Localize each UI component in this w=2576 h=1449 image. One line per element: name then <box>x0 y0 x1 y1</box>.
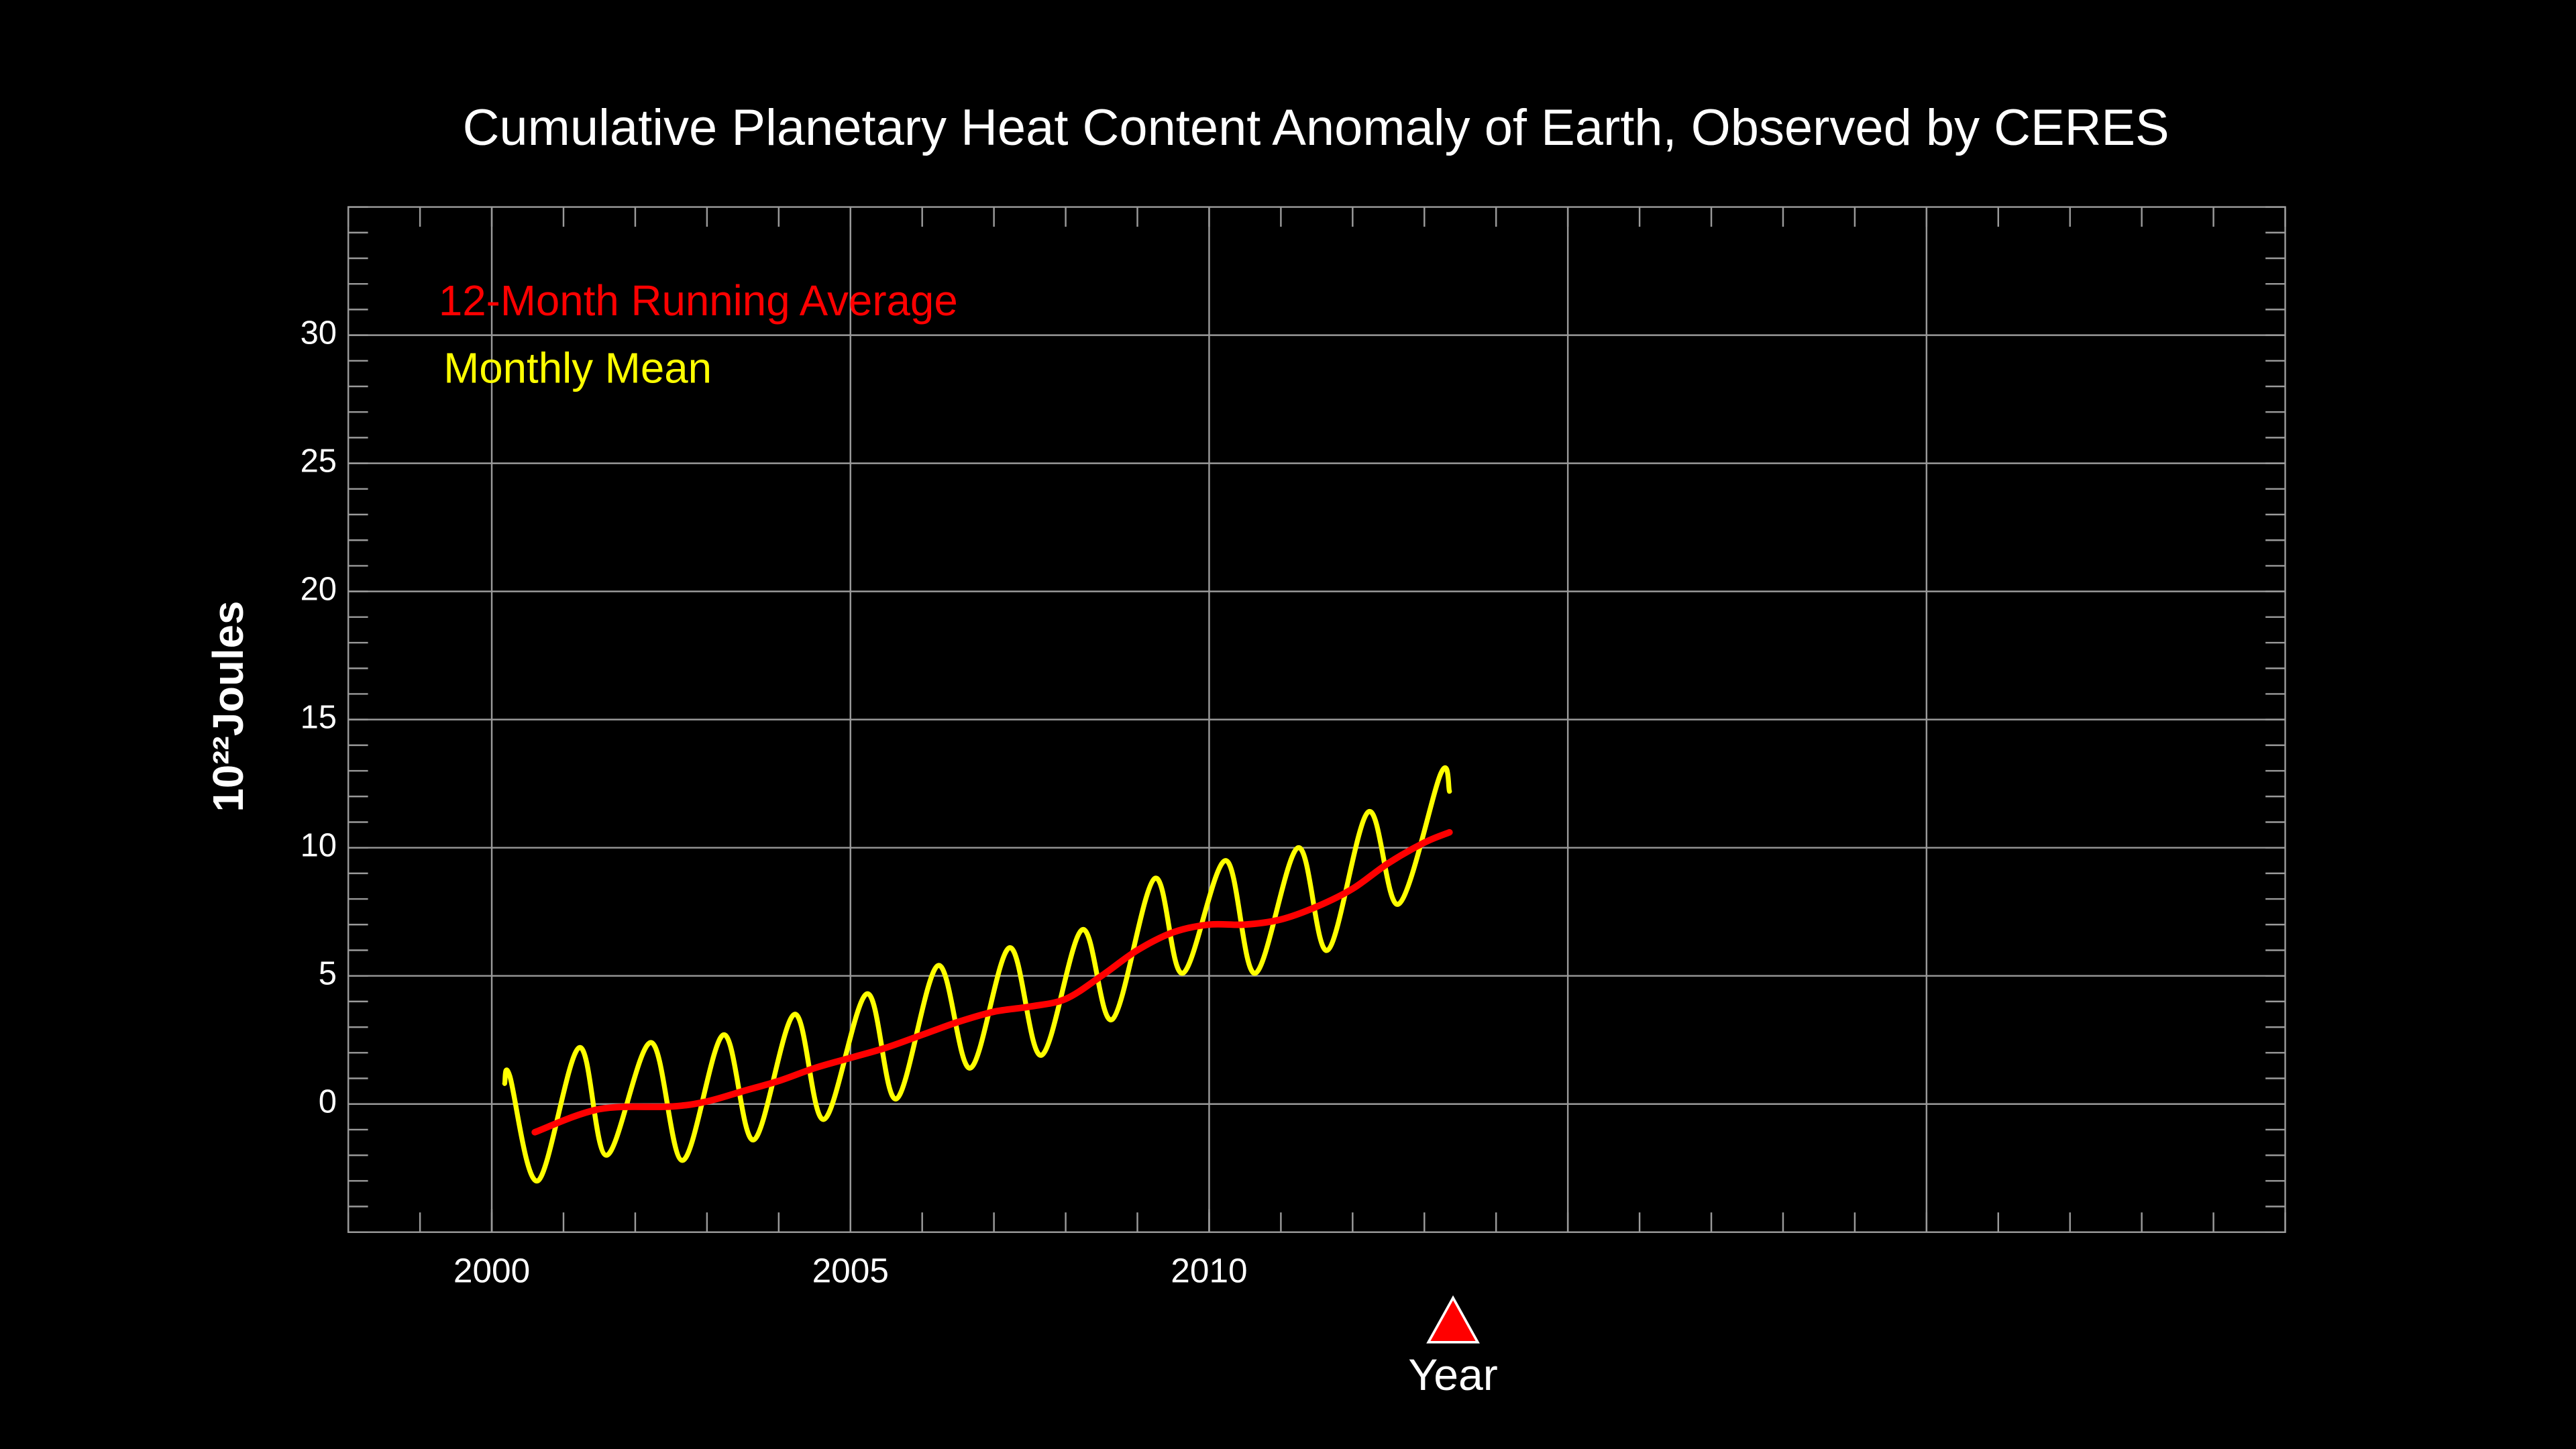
x-tick-label: 2000 <box>453 1251 530 1290</box>
legend-label: Monthly Mean <box>443 344 712 392</box>
y-axis-label: 10²²Joules <box>205 601 252 812</box>
y-tick-label: 5 <box>319 956 337 992</box>
line <box>531 828 1453 1136</box>
chart-title: Cumulative Planetary Heat Content Anomal… <box>463 99 2169 156</box>
y-tick-label: 10 <box>301 828 337 864</box>
y-tick-label: 20 <box>301 572 337 608</box>
legend-label: 12-Month Running Average <box>439 277 958 325</box>
time-marker <box>1426 1295 1480 1344</box>
y-tick-label: 25 <box>301 443 337 480</box>
x-tick-label: 2005 <box>812 1251 889 1290</box>
line <box>502 765 1452 1183</box>
plot-frame <box>347 206 2286 1233</box>
y-tick-label: 0 <box>319 1084 337 1120</box>
y-tick-label: 30 <box>301 315 337 352</box>
x-axis-label: Year <box>1408 1350 1498 1400</box>
x-tick-label: 2010 <box>1171 1251 1247 1290</box>
y-tick-label: 15 <box>301 700 337 736</box>
